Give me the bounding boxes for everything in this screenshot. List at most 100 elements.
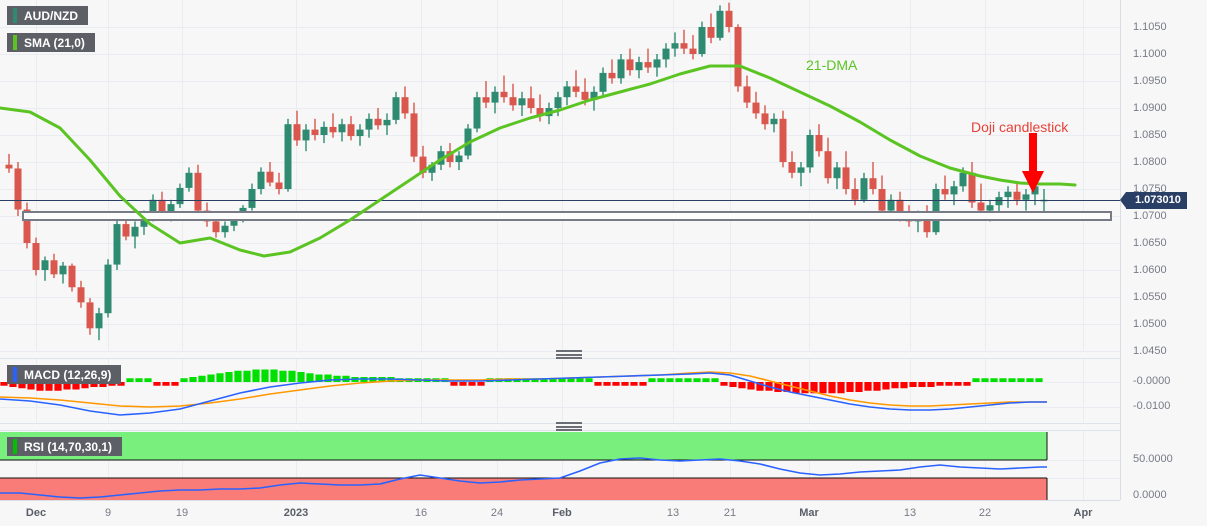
gridline — [497, 0, 498, 352]
price-tick: 1.0500 — [1133, 318, 1167, 330]
gridline — [0, 162, 1120, 163]
price-tick: 1.0550 — [1133, 291, 1167, 303]
time-tick: 13 — [666, 507, 680, 519]
gridline — [421, 431, 422, 500]
gridline — [108, 0, 109, 352]
doji-arrow-icon — [1022, 133, 1044, 193]
price-tick: 1.0700 — [1133, 210, 1167, 222]
time-tick: Dec — [25, 507, 47, 519]
gridline — [730, 359, 731, 423]
gridline — [562, 431, 563, 500]
gridline — [730, 0, 731, 352]
rsi-legend[interactable]: RSI (14,70,30,1) — [7, 437, 123, 456]
macd-pane-resize-handle[interactable] — [556, 350, 582, 359]
macd-legend[interactable]: MACD (12,26,9) — [7, 365, 122, 384]
gridline — [673, 0, 674, 352]
gridline — [910, 431, 911, 500]
sma-color-swatch — [13, 35, 17, 50]
rsi-label: RSI (14,70,30,1) — [24, 439, 113, 454]
time-axis[interactable]: Dec 9 19 2023 16 24 Feb 13 21 Mar 13 22 Apr — [0, 500, 1120, 526]
support-zone-rectangle[interactable] — [22, 210, 1112, 222]
gridline — [562, 0, 563, 352]
macd-tick: -0.0100 — [1133, 400, 1171, 412]
gridline — [182, 431, 183, 500]
time-tick: 16 — [414, 507, 428, 519]
sma-label: SMA (21,0) — [24, 35, 85, 50]
gridline — [36, 431, 37, 500]
gridline — [1083, 431, 1084, 500]
gridline — [0, 270, 1120, 271]
gridline — [182, 0, 183, 352]
macd-color-swatch — [13, 367, 17, 382]
price-tick: 1.0650 — [1133, 237, 1167, 249]
gridline — [730, 431, 731, 500]
gridline — [809, 0, 810, 352]
gridline — [1083, 0, 1084, 352]
gridline — [910, 359, 911, 423]
rsi-pane-resize-handle[interactable] — [556, 422, 582, 431]
gridline — [36, 0, 37, 352]
gridline — [1083, 359, 1084, 423]
price-tick: 1.1000 — [1133, 48, 1167, 60]
dma-annotation-label: 21-DMA — [806, 57, 858, 73]
rsi-series — [0, 432, 1048, 500]
time-tick: 21 — [723, 507, 737, 519]
current-price-tag: 1.073010 — [1120, 191, 1187, 209]
gridline — [497, 431, 498, 500]
macd-pane[interactable] — [0, 358, 1120, 424]
gridline — [910, 0, 911, 352]
gridline — [421, 0, 422, 352]
gridline — [182, 359, 183, 423]
gridline — [985, 359, 986, 423]
price-tick: 1.0900 — [1133, 102, 1167, 114]
time-tick: 22 — [978, 507, 992, 519]
gridline — [108, 359, 109, 423]
gridline — [0, 81, 1120, 82]
rsi-color-swatch — [13, 439, 17, 454]
price-tick: 1.0600 — [1133, 264, 1167, 276]
time-tick: 19 — [175, 507, 189, 519]
price-tick: 1.0800 — [1133, 156, 1167, 168]
symbol-color-swatch — [13, 8, 17, 23]
gridline — [985, 431, 986, 500]
time-tick: Apr — [1073, 507, 1093, 519]
symbol-legend[interactable]: AUD/NZD — [7, 6, 88, 25]
time-tick: 24 — [490, 507, 504, 519]
sma-legend[interactable]: SMA (21,0) — [7, 33, 95, 52]
gridline — [562, 359, 563, 423]
gridline — [108, 431, 109, 500]
gridline — [421, 359, 422, 423]
price-pane[interactable] — [0, 0, 1120, 352]
gridline — [0, 135, 1120, 136]
gridline — [0, 407, 1120, 408]
price-tick: 1.0850 — [1133, 129, 1167, 141]
macd-label: MACD (12,26,9) — [24, 367, 112, 382]
gridline — [0, 189, 1120, 190]
candlestick-series — [5, 2, 1048, 341]
time-tick: 2023 — [283, 507, 309, 519]
gridline — [0, 27, 1120, 28]
doji-annotation-label: Doji candlestick — [971, 119, 1069, 135]
time-tick: Mar — [799, 507, 819, 519]
gridline — [0, 54, 1120, 55]
gridline — [809, 431, 810, 500]
time-tick: Feb — [552, 507, 572, 519]
rsi-tick: 50.0000 — [1133, 453, 1173, 465]
price-tick: 1.0450 — [1133, 345, 1167, 357]
macd-tick: -0.0000 — [1133, 375, 1171, 387]
price-axis[interactable]: 1.1050 1.1000 1.0950 1.0900 1.0850 1.0800 1.07… — [1120, 0, 1207, 501]
rsi-tick: 0.0000 — [1133, 489, 1167, 501]
sma-line — [0, 64, 1077, 258]
gridline — [296, 0, 297, 352]
gridline — [296, 431, 297, 500]
gridline — [0, 297, 1120, 298]
gridline — [0, 382, 1120, 383]
price-tick: 1.1050 — [1133, 21, 1167, 33]
gridline — [673, 431, 674, 500]
gridline — [0, 243, 1120, 244]
rsi-pane[interactable] — [0, 430, 1120, 500]
gridline — [0, 324, 1120, 325]
price-tick: 1.0950 — [1133, 75, 1167, 87]
gridline — [673, 359, 674, 423]
